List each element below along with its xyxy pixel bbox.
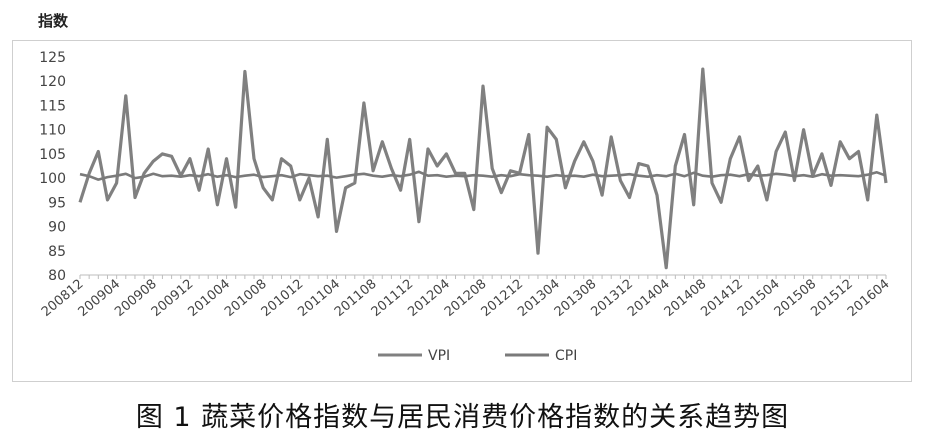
y-tick-label: 105	[39, 147, 66, 163]
series-line-cpi	[79, 170, 887, 181]
series-line-vpi	[78, 67, 888, 270]
y-axis-title: 指数	[38, 12, 69, 30]
y-tick-label: 120	[39, 74, 66, 90]
y-tick-label: 100	[39, 171, 66, 187]
y-tick-label: 90	[48, 220, 66, 236]
x-tick-label: 201604	[845, 277, 893, 320]
y-tick-label: 125	[39, 50, 66, 66]
chart-frame	[12, 40, 912, 382]
y-tick-label: 110	[39, 123, 66, 139]
figure-caption: 图 1 蔬菜价格指数与居民消费价格指数的关系趋势图	[135, 402, 790, 433]
y-tick-label: 85	[48, 244, 66, 260]
legend-label-vpi: VPI	[428, 348, 450, 364]
legend-label-cpi: CPI	[555, 348, 577, 364]
line-chart: 8085909510010511011512012520081220090420…	[39, 50, 893, 364]
y-tick-label: 115	[39, 98, 66, 114]
y-tick-label: 80	[48, 268, 66, 284]
y-tick-label: 95	[48, 195, 66, 211]
